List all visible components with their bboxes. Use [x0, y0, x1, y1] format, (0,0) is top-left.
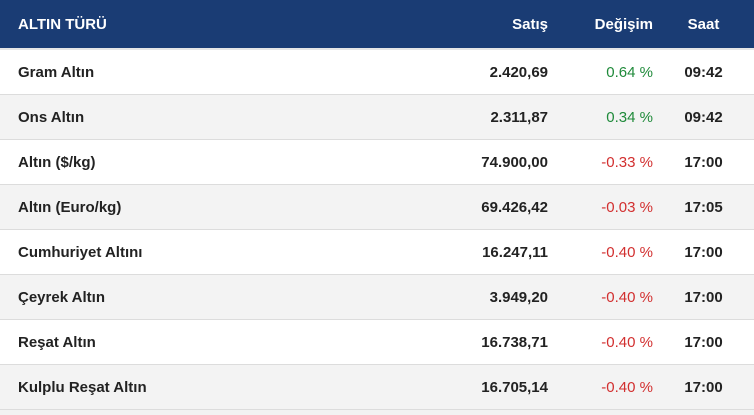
table-row: Altın (Euro/kg) 69.426,42 -0.03 % 17:05 — [0, 184, 754, 230]
table-row: Ons Altın 2.311,87 0.34 % 09:42 — [0, 94, 754, 140]
name-cell: Altın (Euro/kg) — [0, 184, 438, 230]
price-cell: 3.949,20 — [438, 274, 548, 320]
name-cell: Cumhuriyet Altını — [0, 229, 438, 275]
table-row: Reşat Altın 16.738,71 -0.40 % 17:00 — [0, 319, 754, 365]
change-cell: -0.33 % — [548, 139, 653, 185]
price-cell: 2.420,69 — [438, 49, 548, 95]
table-header: ALTIN TÜRÜ Satış Değişim Saat — [0, 0, 754, 50]
time-cell: 09:42 — [653, 94, 754, 140]
name-cell: Altın ($/kg) — [0, 139, 438, 185]
price-cell: 16.247,11 — [438, 229, 548, 275]
change-cell: -0.40 % — [548, 274, 653, 320]
name-cell: Reşat Altın — [0, 319, 438, 365]
price-cell: 16.738,71 — [438, 319, 548, 365]
name-cell: Gram Altın — [0, 49, 438, 95]
header-cell: ALTIN TÜRÜ — [0, 0, 438, 50]
price-cell: 69.426,42 — [438, 184, 548, 230]
table-row: Cumhuriyet Altını 16.247,11 -0.40 % 17:00 — [0, 229, 754, 275]
price-cell: 16.705,14 — [438, 364, 548, 410]
header-row: ALTIN TÜRÜ Satış Değişim Saat — [0, 0, 754, 50]
table-row: Gram Altın 2.420,69 0.64 % 09:42 — [0, 49, 754, 95]
change-cell: 0.64 % — [548, 49, 653, 95]
change-cell: -0.40 % — [548, 319, 653, 365]
time-cell: 17:00 — [653, 139, 754, 185]
change-cell: -0.40 % — [548, 229, 653, 275]
change-cell: 0.34 % — [548, 94, 653, 140]
time-cell: 17:00 — [653, 229, 754, 275]
name-cell: Çeyrek Altın — [0, 274, 438, 320]
table-row: Kulplu Reşat Altın 16.705,14 -0.40 % 17:00 — [0, 364, 754, 410]
price-cell: 2.311,87 — [438, 94, 548, 140]
table-row: Çeyrek Altın 3.949,20 -0.40 % 17:00 — [0, 274, 754, 320]
time-cell: 17:00 — [653, 274, 754, 320]
time-cell: 17:05 — [653, 184, 754, 230]
table-body: Gram Altın 2.420,69 0.64 % 09:42 Ons Altın 2.… — [0, 49, 754, 410]
time-cell: 09:42 — [653, 49, 754, 95]
table-row: Altın ($/kg) 74.900,00 -0.33 % 17:00 — [0, 139, 754, 185]
time-cell: 17:00 — [653, 364, 754, 410]
time-cell: 17:00 — [653, 319, 754, 365]
price-cell: 74.900,00 — [438, 139, 548, 185]
header-cell: Değişim — [548, 0, 653, 50]
header-cell: Saat — [653, 0, 754, 50]
name-cell: Ons Altın — [0, 94, 438, 140]
name-cell: Kulplu Reşat Altın — [0, 364, 438, 410]
change-cell: -0.40 % — [548, 364, 653, 410]
change-cell: -0.03 % — [548, 184, 653, 230]
header-cell: Satış — [438, 0, 548, 50]
